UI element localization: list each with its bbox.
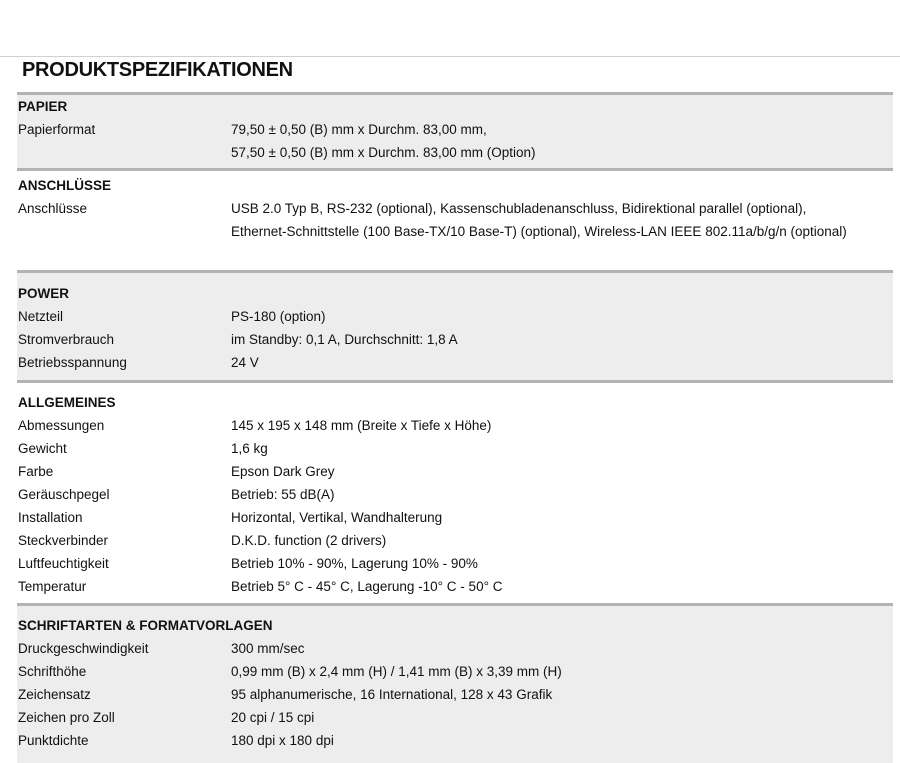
- spec-value: Betrieb: 55 dB(A): [231, 487, 335, 502]
- spec-row: Anschlüsse USB 2.0 Typ B, RS-232 (option…: [17, 197, 893, 243]
- section-schriftarten: SCHRIFTARTEN & FORMATVORLAGEN Druckgesch…: [17, 603, 893, 763]
- spec-row: Steckverbinder D.K.D. function (2 drivers…: [17, 529, 893, 552]
- spec-label: Anschlüsse: [18, 201, 88, 216]
- spec-label: Geräuschpegel: [18, 487, 110, 502]
- spec-row: Punktdichte 180 dpi x 180 dpi: [17, 729, 893, 752]
- spec-row: Abmessungen 145 x 195 x 148 mm (Breite x …: [17, 414, 893, 437]
- spec-label: Schrifthöhe: [18, 664, 87, 679]
- spec-row: Betriebsspannung 24 V: [17, 351, 893, 374]
- spec-value: 20 cpi / 15 cpi: [231, 710, 315, 725]
- spec-label: Luftfeuchtigkeit: [18, 556, 109, 571]
- spec-label: Abmessungen: [18, 418, 105, 433]
- spec-label: Papierformat: [18, 122, 96, 137]
- spec-row: Luftfeuchtigkeit Betrieb 10% - 90%, Lager…: [17, 552, 893, 575]
- spec-row: Farbe Epson Dark Grey: [17, 460, 893, 483]
- spec-value: Betrieb 5° C - 45° C, Lagerung -10° C - …: [231, 579, 503, 594]
- spec-label: Zeichensatz: [18, 687, 91, 702]
- spec-row: Papierformat 79,50 ± 0,50 (B) mm x Durch…: [17, 118, 893, 164]
- spec-label: Temperatur: [18, 579, 87, 594]
- section-anschluesse: ANSCHLÜSSE Anschlüsse USB 2.0 Typ B, RS-…: [17, 168, 893, 270]
- spec-value-line: 57,50 ± 0,50 (B) mm x Durchm. 83,00 mm (…: [231, 145, 536, 160]
- spec-row: Netzteil PS-180 (option): [17, 305, 893, 328]
- spec-row: Stromverbrauch im Standby: 0,1 A, Durchsc…: [17, 328, 893, 351]
- spec-value: 79,50 ± 0,50 (B) mm x Durchm. 83,00 mm, …: [231, 118, 893, 164]
- spec-value: 24 V: [231, 355, 259, 370]
- spec-label: Steckverbinder: [18, 533, 109, 548]
- spec-value: 95 alphanumerische, 16 International, 12…: [231, 687, 553, 702]
- spec-value: 1,6 kg: [231, 441, 268, 456]
- spec-label: Farbe: [18, 464, 54, 479]
- spec-row: Geräuschpegel Betrieb: 55 dB(A): [17, 483, 893, 506]
- spec-value-line: 79,50 ± 0,50 (B) mm x Durchm. 83,00 mm,: [231, 122, 487, 137]
- spec-row: Installation Horizontal, Vertikal, Wandha…: [17, 506, 893, 529]
- section-papier: PAPIER Papierformat 79,50 ± 0,50 (B) mm …: [17, 92, 893, 168]
- section-heading: ANSCHLÜSSE: [18, 178, 112, 193]
- spec-row: Druckgeschwindigkeit 300 mm/sec: [17, 637, 893, 660]
- spec-value: 145 x 195 x 148 mm (Breite x Tiefe x Höh…: [231, 418, 492, 433]
- spec-row: Zeichensatz 95 alphanumerische, 16 Intern…: [17, 683, 893, 706]
- spec-value: USB 2.0 Typ B, RS-232 (optional), Kassen…: [231, 201, 847, 239]
- spec-row: Temperatur Betrieb 5° C - 45° C, Lagerung…: [17, 575, 893, 598]
- top-divider: [0, 56, 900, 57]
- spec-label: Punktdichte: [18, 733, 89, 748]
- spec-table: PAPIER Papierformat 79,50 ± 0,50 (B) mm …: [17, 92, 893, 763]
- section-heading: PAPIER: [18, 99, 68, 114]
- spec-value: PS-180 (option): [231, 309, 326, 324]
- section-heading: POWER: [18, 286, 70, 301]
- spec-value: Epson Dark Grey: [231, 464, 335, 479]
- spec-label: Installation: [18, 510, 83, 525]
- spec-row: Gewicht 1,6 kg: [17, 437, 893, 460]
- spec-row: Zeichen pro Zoll 20 cpi / 15 cpi: [17, 706, 893, 729]
- spec-value: Horizontal, Vertikal, Wandhalterung: [231, 510, 443, 525]
- spec-label: Netzteil: [18, 309, 64, 324]
- spec-label: Zeichen pro Zoll: [18, 710, 115, 725]
- spec-value: 0,99 mm (B) x 2,4 mm (H) / 1,41 mm (B) x…: [231, 664, 562, 679]
- spec-value: D.K.D. function (2 drivers): [231, 533, 387, 548]
- spec-value: 180 dpi x 180 dpi: [231, 733, 334, 748]
- section-allgemeines: ALLGEMEINES Abmessungen 145 x 195 x 148 m…: [17, 380, 893, 603]
- page-title: PRODUKTSPEZIFIKATIONEN: [22, 59, 293, 81]
- spec-label: Druckgeschwindigkeit: [18, 641, 149, 656]
- spec-label: Stromverbrauch: [18, 332, 115, 347]
- spec-value: 300 mm/sec: [231, 641, 305, 656]
- section-heading: SCHRIFTARTEN & FORMATVORLAGEN: [18, 618, 273, 633]
- section-heading: ALLGEMEINES: [18, 395, 116, 410]
- spec-value: Betrieb 10% - 90%, Lagerung 10% - 90%: [231, 556, 478, 571]
- spec-value: im Standby: 0,1 A, Durchschnitt: 1,8 A: [231, 332, 458, 347]
- section-power: POWER Netzteil PS-180 (option) Stromverbr…: [17, 270, 893, 380]
- spec-label: Betriebsspannung: [18, 355, 127, 370]
- spec-label: Gewicht: [18, 441, 67, 456]
- spec-row: Schrifthöhe 0,99 mm (B) x 2,4 mm (H) / 1,…: [17, 660, 893, 683]
